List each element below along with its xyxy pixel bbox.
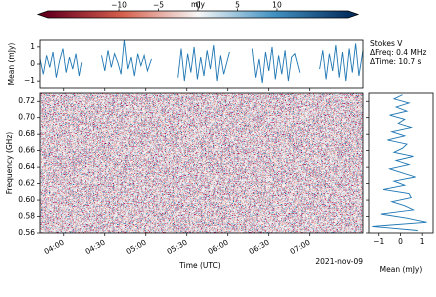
colorbar-tick-label: −10: [111, 1, 127, 10]
annotation: ΔFreq: 0.4 MHz: [370, 48, 427, 57]
y-tick-label: 0.68: [18, 129, 35, 138]
colorbar-outline: [36, 10, 360, 19]
observation-block: [101, 93, 152, 233]
y-tick-label: 0.72: [18, 96, 35, 105]
y-axis-label: Frequency (GHz): [5, 132, 14, 194]
annotation: Stokes V: [370, 39, 403, 48]
colorbar-tick-label: −5: [153, 1, 164, 10]
y-tick-label: 0.64: [18, 162, 35, 171]
colorbar-tick-label: 0: [196, 1, 201, 10]
x-tick-label: 04:30: [84, 238, 107, 257]
x-axis-label: Mean (mJy): [380, 265, 423, 274]
x-tick-label: 05:00: [125, 238, 148, 257]
x-tick-label: 06:30: [247, 238, 270, 257]
axes-frame: [39, 92, 364, 234]
x-tick-label: 05:30: [166, 238, 189, 257]
colorbar-extend: [348, 11, 358, 18]
colorbar-tick-label: 10: [272, 1, 282, 10]
colorbar: [48, 11, 348, 18]
y-tick-label: 0: [30, 59, 35, 68]
y-tick-label: 0.66: [18, 146, 35, 155]
x-tick-label: 0: [398, 237, 403, 246]
x-tick-label: 1: [420, 237, 425, 246]
observation-block: [177, 93, 230, 233]
x-tick-label: −1: [373, 237, 384, 246]
y-tick-label: 0.56: [18, 228, 35, 237]
observation-block: [319, 93, 363, 233]
x-tick-label: 07:00: [288, 238, 311, 257]
observation-block: [252, 93, 300, 233]
colorbar-tick-label: 5: [235, 1, 240, 10]
y-tick-label: 0.70: [18, 113, 35, 122]
series-line: [39, 39, 364, 83]
observation-block: [40, 93, 82, 233]
date-label: 2021-nov-09: [315, 257, 363, 266]
y-tick-label: 0.58: [18, 212, 35, 221]
y-tick-label: −1: [24, 76, 35, 85]
y-tick-label: 0.62: [18, 179, 35, 188]
x-tick-label: 04:00: [43, 238, 66, 257]
y-tick-label: 0.60: [18, 195, 35, 204]
series-line: [372, 94, 427, 231]
axes-frame: [368, 92, 434, 234]
colorbar-extend: [38, 11, 48, 18]
colorbar-label: mJy: [191, 0, 206, 9]
x-axis-label: Time (UTC): [178, 261, 221, 270]
y-axis-label: Mean (mJy): [7, 43, 16, 86]
annotation: ΔTime: 10.7 s: [370, 57, 421, 66]
x-tick-label: 06:00: [207, 238, 230, 257]
y-tick-label: 1: [30, 42, 35, 51]
